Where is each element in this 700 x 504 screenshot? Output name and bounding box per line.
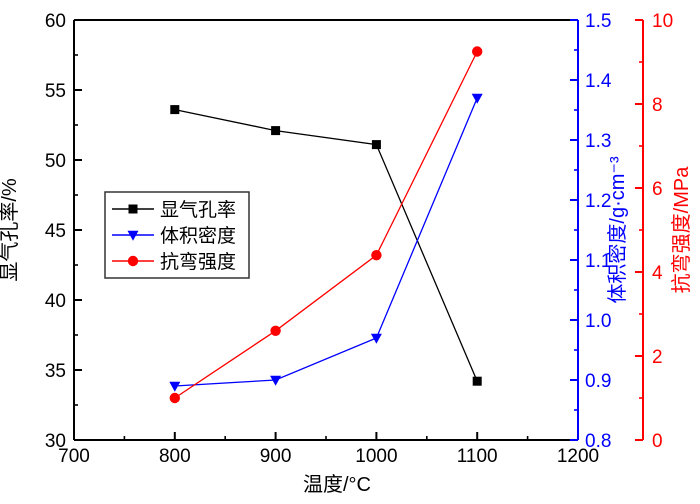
y-axis-left-porosity-tick-label: 55 [45,81,66,102]
data-point-marker [169,381,181,392]
y-axis-far-right-strength-tick-label: 2 [652,347,663,368]
y-axis-right-density-tick-label: 1.4 [585,71,612,92]
data-point-marker [127,255,139,267]
data-point-marker [472,376,482,386]
y-axis-far-right-strength: 0 2 4 6 8 10 抗弯强度/MPa [635,11,693,452]
y-axis-right-density-tick-label: 0.8 [585,431,611,452]
y-axis-right-density-title: 体积密度/g·cm⁻³ [606,156,629,304]
data-point-marker [270,375,282,386]
legend-label: 抗弯强度 [160,251,236,273]
legend-item-bulk-density: 体积密度 [112,225,236,247]
y-axis-left-porosity-title: 显气孔率/% [0,178,21,282]
y-axis-far-right-strength-tick-label: 4 [652,263,663,284]
y-axis-right-density-tick-label: 1.1 [585,251,611,272]
y-axis-far-right-strength-title: 抗弯强度/MPa [670,166,693,294]
series-line-bulk-density [174,97,478,387]
y-axis-right-density-tick-label: 1.0 [585,311,611,332]
legend-label: 体积密度 [160,225,236,247]
x-tick-label: 900 [260,446,292,467]
legend-item-flexural-strength: 抗弯强度 [112,251,236,273]
y-axis-right-density-tick-label: 1.3 [585,131,611,152]
x-tick-label: 1200 [557,446,599,467]
data-point-marker [270,325,281,336]
y-axis-left-porosity-tick-label: 30 [45,431,66,452]
y-axis-far-right-strength-tick-label: 8 [652,95,663,116]
x-axis-title: 温度/°C [303,473,371,496]
y-axis-left-porosity-tick-label: 40 [45,291,66,312]
series-bulk-density [169,93,483,392]
y-axis-left-porosity: 30 35 40 45 50 55 60 显气孔率/% [0,11,82,452]
data-point-marker [371,140,381,150]
data-point-marker [472,46,483,57]
y-axis-far-right-strength-tick-label: 6 [652,179,663,200]
y-axis-left-porosity-tick-label: 35 [45,361,66,382]
series-flexural-strength [169,46,483,404]
series-line-apparent-porosity [174,108,478,382]
series-apparent-porosity [170,105,482,386]
x-tick-label: 1100 [457,446,498,467]
y-axis-right-density: 0.8 0.9 1.0 1.1 1.2 1.3 1.4 1.5 体积密度/g·cm⁻³ [570,11,629,452]
data-point-marker [128,204,138,214]
data-point-marker [127,230,139,241]
series-line-flexural-strength [174,51,478,399]
y-axis-far-right-strength-tick-label: 0 [652,431,663,452]
x-tick-label: 1000 [355,446,397,467]
data-point-marker [169,392,180,404]
legend-label: 显气孔率 [160,199,236,221]
y-axis-left-porosity-tick-label: 45 [45,221,66,242]
y-axis-right-density-tick-label: 0.9 [585,371,611,392]
data-point-marker [370,333,382,344]
data-point-marker [170,105,180,115]
data-point-marker [271,126,281,136]
y-axis-right-density-tick-label: 1.2 [585,191,611,212]
data-point-marker [471,93,483,104]
y-axis-right-density-tick-label: 1.5 [585,11,611,32]
y-axis-left-porosity-tick-label: 60 [45,11,66,32]
data-point-marker [371,250,382,261]
x-tick-label: 800 [159,446,191,467]
legend-item-apparent-porosity: 显气孔率 [112,199,236,221]
x-axis: 700 800 900 1000 1100 1200 温度/°C [58,19,599,496]
y-axis-left-porosity-tick-label: 50 [45,151,66,172]
y-axis-far-right-strength-tick-label: 10 [652,11,673,32]
x-tick-label: 700 [58,446,90,467]
